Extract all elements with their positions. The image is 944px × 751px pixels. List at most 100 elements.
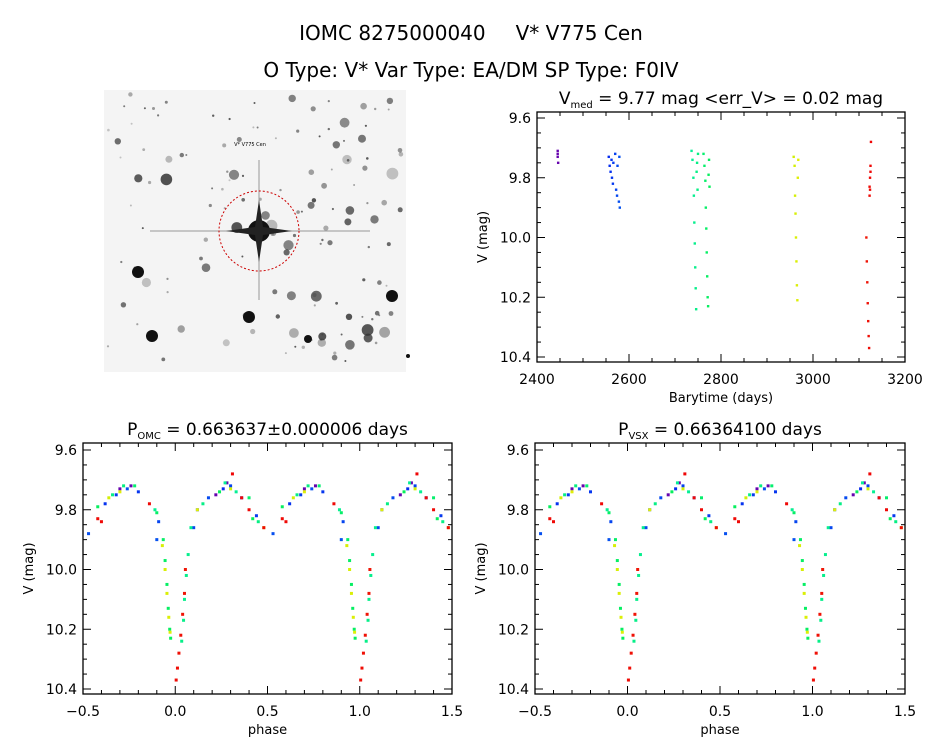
y-tick-label: 10.4 — [46, 682, 77, 698]
data-point — [866, 484, 870, 488]
bright-star — [243, 311, 255, 323]
star — [130, 122, 133, 125]
data-point — [822, 573, 826, 577]
data-point — [894, 520, 898, 524]
data-point — [892, 514, 896, 518]
star — [236, 137, 242, 142]
data-point — [559, 496, 563, 500]
data-point — [201, 502, 205, 506]
data-point — [280, 517, 284, 521]
data-point — [313, 484, 317, 488]
star — [317, 338, 326, 347]
data-point — [798, 538, 802, 542]
data-point — [284, 520, 288, 524]
data-point — [869, 170, 872, 173]
data-point — [677, 481, 681, 485]
data-point — [310, 487, 314, 491]
data-point — [380, 508, 384, 512]
data-points — [556, 140, 873, 350]
star — [136, 323, 139, 326]
data-point — [611, 182, 615, 185]
data-point — [800, 568, 804, 571]
data-point — [373, 526, 377, 530]
data-point — [706, 296, 709, 299]
data-point — [223, 481, 227, 485]
data-point — [694, 308, 698, 311]
data-point — [234, 490, 238, 494]
star — [157, 114, 160, 117]
data-point — [552, 520, 555, 524]
data-point — [563, 493, 567, 497]
data-point — [675, 481, 679, 485]
data-point — [600, 502, 604, 506]
star — [331, 207, 334, 211]
data-point — [794, 520, 798, 524]
data-point — [674, 487, 678, 491]
y-tick-label: 10.4 — [498, 682, 529, 698]
data-point — [740, 502, 744, 506]
data-point — [766, 484, 770, 488]
data-point — [704, 206, 708, 209]
star — [123, 105, 126, 108]
star — [319, 242, 322, 245]
data-point — [770, 484, 774, 488]
data-point — [693, 242, 696, 245]
star — [366, 157, 369, 160]
data-point — [796, 299, 799, 302]
data-point — [446, 526, 450, 530]
data-point — [694, 287, 697, 290]
data-point — [262, 526, 266, 530]
star — [177, 325, 185, 333]
star — [279, 188, 282, 192]
data-point — [704, 179, 707, 182]
star — [342, 154, 352, 165]
star — [143, 107, 146, 110]
star — [208, 203, 212, 208]
data-point — [818, 612, 822, 616]
data-point — [733, 505, 737, 509]
star — [283, 240, 294, 251]
data-point — [367, 591, 371, 595]
data-point — [613, 544, 617, 548]
data-point — [702, 152, 705, 156]
data-point — [376, 526, 380, 530]
data-point — [795, 284, 799, 287]
star — [222, 143, 227, 148]
data-point — [800, 559, 804, 563]
star — [374, 107, 377, 111]
data-point — [619, 615, 623, 619]
data-point — [349, 582, 353, 586]
data-point — [855, 490, 859, 494]
x-tick-label: 3000 — [795, 372, 831, 388]
data-point — [868, 472, 872, 476]
data-point — [345, 544, 349, 548]
star — [361, 324, 374, 336]
data-point — [634, 618, 638, 622]
x-tick-label: 2400 — [519, 372, 555, 388]
data-point — [163, 568, 167, 571]
star — [128, 92, 133, 97]
x-axis-label: Barytime (days) — [669, 391, 773, 406]
bright-star — [386, 290, 398, 302]
data-point — [424, 496, 428, 500]
data-point — [413, 487, 417, 491]
star — [345, 313, 353, 320]
data-point — [360, 666, 364, 670]
star — [310, 290, 322, 302]
data-point — [581, 484, 585, 488]
data-point — [877, 496, 881, 500]
star — [362, 165, 368, 171]
data-point — [792, 538, 796, 542]
star — [199, 256, 203, 261]
data-point — [821, 568, 825, 571]
data-point — [692, 194, 696, 197]
data-point — [129, 484, 133, 488]
plot-frame — [82, 442, 453, 695]
data-point — [155, 511, 159, 515]
star — [331, 354, 338, 361]
data-point — [872, 490, 876, 494]
star — [129, 204, 132, 207]
data-point — [695, 161, 699, 165]
star — [362, 278, 366, 282]
data-point — [391, 496, 395, 500]
